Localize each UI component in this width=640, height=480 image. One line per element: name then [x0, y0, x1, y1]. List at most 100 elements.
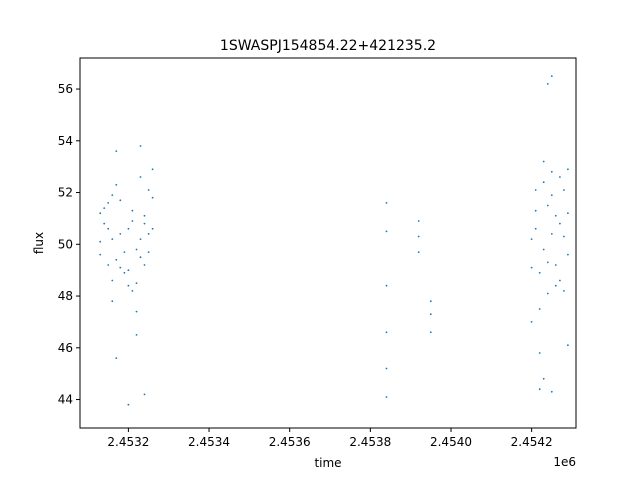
data-point	[550, 390, 553, 393]
data-point	[542, 377, 545, 380]
data-point	[123, 271, 126, 274]
data-point	[385, 367, 388, 370]
y-tick-label: 56	[58, 82, 73, 96]
data-point	[546, 261, 549, 264]
data-point	[127, 269, 130, 272]
data-point	[550, 194, 553, 197]
data-point	[139, 145, 142, 147]
data-point	[111, 300, 114, 303]
data-point	[542, 181, 545, 184]
data-point	[127, 227, 130, 230]
y-tick-label: 54	[58, 134, 73, 148]
data-point	[107, 227, 110, 230]
x-tick-label: 2.4534	[188, 435, 230, 449]
y-axis-label: flux	[32, 232, 46, 254]
data-point	[139, 256, 142, 259]
data-point	[554, 214, 557, 217]
data-point	[563, 290, 565, 292]
y-tick-label: 50	[58, 237, 73, 251]
data-point	[542, 160, 545, 163]
x-tick-label: 2.4542	[511, 435, 553, 449]
data-point	[385, 284, 388, 287]
data-point	[99, 253, 102, 256]
data-point	[546, 83, 549, 85]
y-axis: 44 46 48 50 52 54 56	[58, 82, 80, 407]
data-point	[567, 344, 569, 347]
data-point	[139, 238, 142, 241]
data-point	[147, 233, 150, 235]
data-point	[429, 313, 432, 316]
x-tick-label: 2.4538	[349, 435, 391, 449]
data-point	[143, 393, 146, 396]
data-point	[550, 233, 553, 235]
y-tick-label: 44	[58, 393, 73, 407]
data-point	[135, 248, 138, 251]
x-tick-label: 2.4532	[107, 435, 149, 449]
data-point	[534, 209, 537, 212]
data-point	[151, 168, 154, 171]
data-point	[131, 290, 134, 292]
data-point	[417, 251, 420, 254]
data-point	[567, 253, 569, 256]
data-point	[143, 264, 146, 266]
data-point	[131, 220, 134, 222]
data-point	[559, 222, 561, 225]
data-point	[538, 271, 541, 274]
data-point	[538, 352, 541, 354]
data-point	[147, 189, 150, 191]
data-point	[567, 168, 569, 171]
x-axis-offset-label: 1e6	[553, 455, 576, 469]
data-point	[534, 227, 537, 230]
data-point	[385, 202, 388, 204]
data-point	[385, 230, 388, 233]
data-point	[115, 150, 118, 153]
data-point	[119, 266, 122, 269]
x-axis: 2.4532 2.4534 2.4536 2.4538 2.4540 2.4542	[107, 428, 553, 449]
data-point	[530, 266, 533, 269]
chart-title: 1SWASPJ154854.22+421235.2	[220, 38, 436, 54]
data-point	[429, 300, 432, 303]
data-points-group	[99, 75, 569, 406]
data-point	[550, 75, 553, 77]
data-point	[151, 196, 154, 199]
y-tick-label: 46	[58, 341, 73, 355]
data-point	[385, 396, 388, 398]
data-point	[103, 207, 106, 210]
data-point	[119, 233, 122, 235]
data-point	[429, 331, 432, 334]
data-point	[115, 183, 118, 186]
data-point	[530, 238, 533, 241]
data-point	[546, 292, 549, 295]
data-point	[563, 235, 565, 238]
data-point	[111, 194, 114, 197]
data-point	[385, 331, 388, 334]
data-point	[123, 251, 126, 254]
x-tick-label: 2.4536	[269, 435, 311, 449]
data-point	[107, 264, 110, 266]
data-point	[131, 209, 134, 212]
data-point	[534, 189, 537, 191]
data-point	[111, 238, 114, 241]
data-point	[538, 308, 541, 310]
data-point	[550, 170, 553, 173]
data-point	[127, 403, 130, 406]
data-point	[107, 202, 110, 204]
data-point	[417, 235, 420, 238]
data-point	[135, 282, 138, 284]
data-point	[99, 240, 102, 243]
data-point	[115, 357, 118, 359]
y-tick-label: 48	[58, 289, 73, 303]
data-point	[127, 284, 130, 287]
x-axis-label: time	[314, 456, 341, 470]
data-point	[538, 388, 541, 391]
data-point	[559, 176, 561, 178]
data-point	[151, 227, 154, 230]
data-point	[559, 279, 561, 282]
plot-area-frame	[79, 57, 577, 429]
data-point	[135, 334, 138, 336]
data-point	[99, 212, 102, 215]
data-point	[530, 321, 533, 323]
data-point	[111, 279, 114, 282]
